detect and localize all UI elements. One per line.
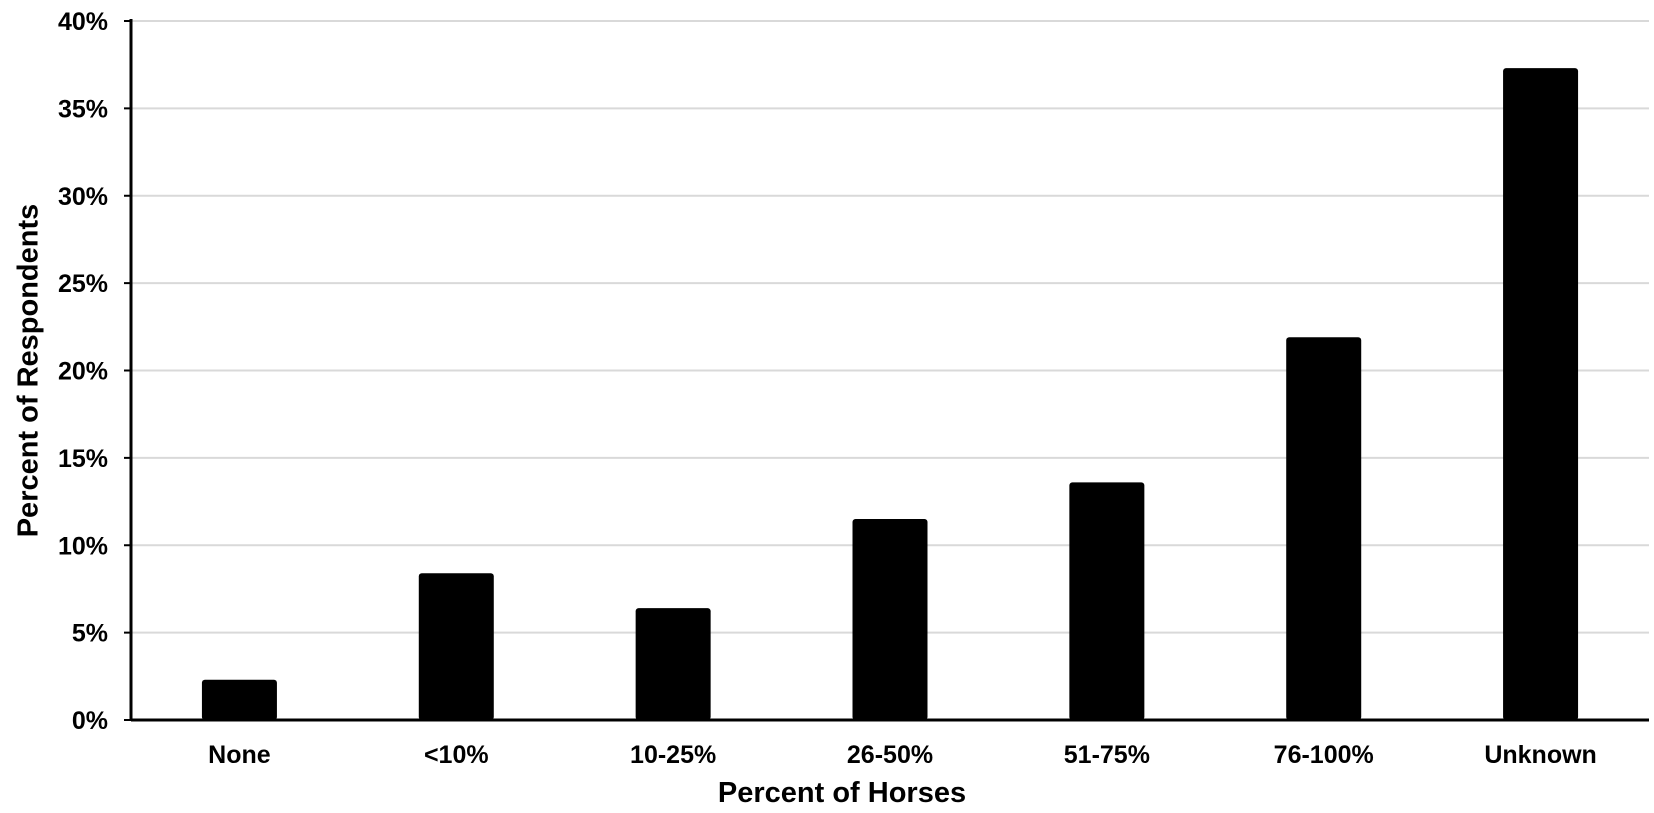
x-tick-label: 10-25%: [630, 741, 716, 769]
gridlines: [131, 20, 1649, 634]
bar: [418, 573, 494, 720]
bar: [1503, 68, 1579, 721]
bar: [852, 519, 928, 720]
x-tick-labels: None <10% 10-25% 26-50% 51-75% 76-100% Unknown: [208, 741, 1597, 769]
bar: [1286, 337, 1362, 720]
x-axis-title: Percent of Horses: [718, 777, 966, 809]
bar: [635, 608, 711, 720]
y-tick-label: 20%: [58, 358, 108, 386]
axes: [124, 19, 1649, 722]
y-tick-label: 25%: [58, 270, 108, 298]
y-tick-label: 35%: [58, 95, 108, 123]
x-tick-label: 26-50%: [847, 741, 933, 769]
bars: [201, 68, 1579, 721]
bar: [201, 679, 277, 720]
x-tick-label: Unknown: [1484, 741, 1597, 769]
x-tick-label: 76-100%: [1274, 741, 1374, 769]
x-tick-label: <10%: [424, 741, 489, 769]
y-tick-label: 15%: [58, 445, 108, 473]
x-tick-label: 51-75%: [1064, 741, 1150, 769]
y-tick-label: 40%: [58, 8, 108, 36]
y-tick-labels: 0% 5% 10% 15% 20% 25% 30% 35% 40%: [58, 8, 108, 735]
y-tick-label: 5%: [72, 620, 108, 648]
y-tick-label: 30%: [58, 183, 108, 211]
y-tick-label: 0%: [72, 707, 108, 735]
y-axis-title: Percent of Respondents: [13, 204, 45, 538]
x-tick-label: None: [208, 741, 271, 769]
y-tick-label: 10%: [58, 532, 108, 560]
bar: [1069, 482, 1145, 720]
